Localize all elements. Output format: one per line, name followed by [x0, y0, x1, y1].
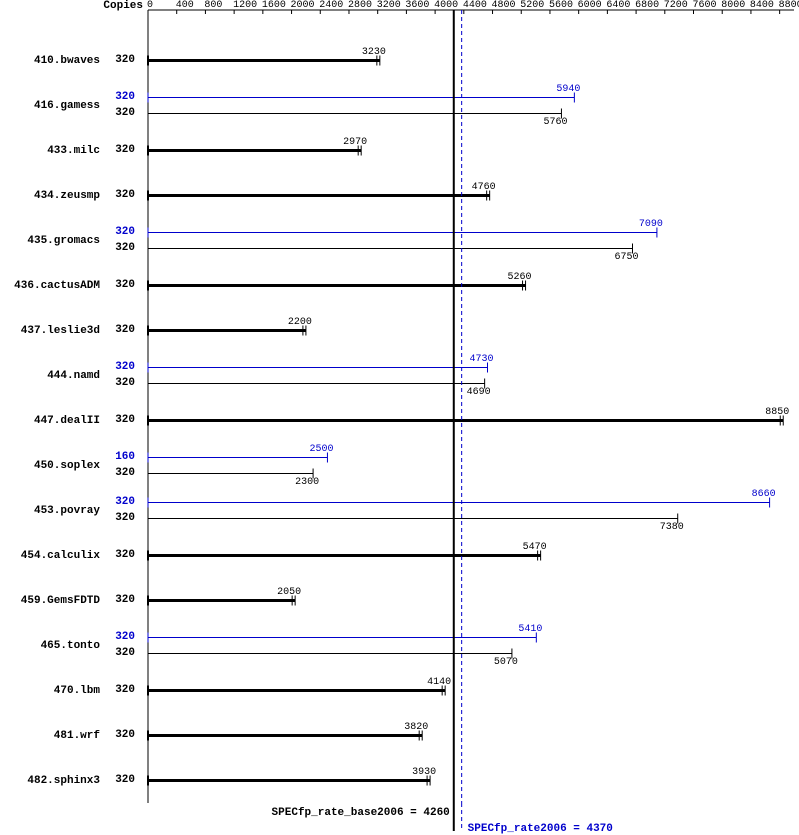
axis-tick-label: 1600 [262, 0, 286, 11]
value-label: 4760 [472, 182, 496, 193]
value-label: 2300 [295, 477, 319, 488]
copies-value: 320 [115, 647, 135, 659]
benchmark-name: 459.GemsFDTD [21, 595, 100, 607]
axis-tick-label: 7200 [664, 0, 688, 11]
axis-tick-label: 6000 [578, 0, 602, 11]
axis-tick-label: 4800 [492, 0, 516, 11]
benchmark-name: 437.leslie3d [21, 325, 100, 337]
axis-tick-label: 400 [176, 0, 194, 11]
benchmark-name: 436.cactusADM [14, 280, 100, 292]
spec-chart: 0 400 800 1200 1600 2000 2400 2800 3200 3600 4000 4… [0, 0, 799, 831]
axis-tick-label: 2400 [319, 0, 343, 11]
value-label: 4690 [467, 387, 491, 398]
value-label: 4140 [427, 677, 451, 688]
axis-tick-label: 3200 [377, 0, 401, 11]
benchmark-name: 470.lbm [54, 685, 100, 697]
copies-value: 320 [115, 414, 135, 426]
marker-label-peak: SPECfp_rate2006 = 4370 [468, 823, 613, 835]
benchmark-name: 433.milc [47, 145, 100, 157]
copies-value: 320 [115, 226, 135, 238]
axis-tick-label: 8400 [750, 0, 774, 11]
axis-tick-label: 800 [204, 0, 222, 11]
copies-value: 320 [115, 377, 135, 389]
copies-value: 320 [115, 774, 135, 786]
axis-tick-label: 5600 [549, 0, 573, 11]
copies-value: 320 [115, 361, 135, 373]
value-label: 4730 [470, 354, 494, 365]
copies-value: 320 [115, 144, 135, 156]
value-label: 5760 [543, 117, 567, 128]
benchmark-name: 453.povray [34, 505, 100, 517]
value-label: 5410 [518, 624, 542, 635]
value-label: 8660 [752, 489, 776, 500]
value-label: 7090 [639, 219, 663, 230]
copies-value: 320 [115, 54, 135, 66]
axis-tick-label: 6800 [635, 0, 659, 11]
value-label: 2500 [309, 444, 333, 455]
value-label: 2050 [277, 587, 301, 598]
axis-tick-label: 2000 [291, 0, 315, 11]
benchmark-name: 435.gromacs [27, 235, 100, 247]
copies-value: 320 [115, 242, 135, 254]
marker-label-base: SPECfp_rate_base2006 = 4260 [272, 807, 450, 819]
axis-tick-label: 0 [147, 0, 153, 11]
value-label: 5260 [508, 272, 532, 283]
copies-value: 320 [115, 91, 135, 103]
copies-value: 160 [115, 451, 135, 463]
benchmark-name: 447.dealII [34, 415, 100, 427]
value-label: 3230 [362, 47, 386, 58]
value-label: 7380 [660, 522, 684, 533]
copies-value: 320 [115, 496, 135, 508]
copies-value: 320 [115, 512, 135, 524]
copies-value: 320 [115, 324, 135, 336]
benchmark-name: 434.zeusmp [34, 190, 100, 202]
copies-value: 320 [115, 279, 135, 291]
axis-tick-label: 1200 [233, 0, 257, 11]
benchmark-name: 410.bwaves [34, 55, 100, 67]
copies-value: 320 [115, 189, 135, 201]
copies-value: 320 [115, 631, 135, 643]
value-label: 5070 [494, 657, 518, 668]
value-label: 5470 [523, 542, 547, 553]
value-label: 2200 [288, 317, 312, 328]
copies-value: 320 [115, 549, 135, 561]
axis-tick-label: 2800 [348, 0, 372, 11]
benchmark-name: 482.sphinx3 [27, 775, 100, 787]
value-label: 3930 [412, 767, 436, 778]
axis-tick-label: 8000 [721, 0, 745, 11]
axis-tick-label: 3600 [405, 0, 429, 11]
copies-value: 320 [115, 467, 135, 479]
axis-tick-label: 5200 [520, 0, 544, 11]
benchmark-name: 481.wrf [54, 730, 100, 742]
benchmark-name: 454.calculix [21, 550, 100, 562]
benchmark-name: 465.tonto [41, 640, 100, 652]
axis-tick-label: 6400 [606, 0, 630, 11]
value-label: 6750 [614, 252, 638, 263]
axis-tick-label: 4000 [434, 0, 458, 11]
value-label: 8850 [765, 407, 789, 418]
copies-value: 320 [115, 684, 135, 696]
benchmark-name: 444.namd [47, 370, 100, 382]
axis-tick-label: 8800 [779, 0, 799, 11]
axis-tick-label: 4400 [463, 0, 487, 11]
benchmark-name: 416.gamess [34, 100, 100, 112]
copies-value: 320 [115, 594, 135, 606]
value-label: 2970 [343, 137, 367, 148]
copies-header: Copies [103, 0, 143, 12]
value-label: 3820 [404, 722, 428, 733]
copies-value: 320 [115, 729, 135, 741]
benchmark-name: 450.soplex [34, 460, 100, 472]
value-label: 5940 [556, 84, 580, 95]
axis-tick-label: 7600 [693, 0, 717, 11]
copies-value: 320 [115, 107, 135, 119]
